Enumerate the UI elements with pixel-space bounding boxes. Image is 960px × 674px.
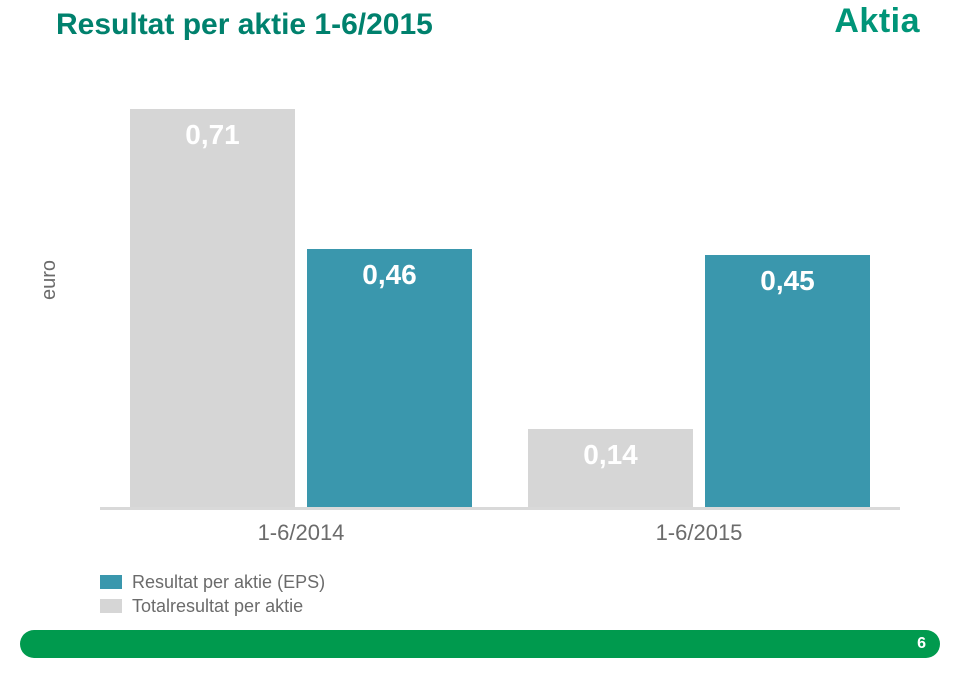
bar: 0,45 (705, 255, 870, 507)
legend-item: Totalresultat per aktie (100, 594, 325, 618)
brand-logo: Aktia (834, 2, 920, 41)
x-category-label: 1-6/2014 (231, 520, 371, 546)
legend-label: Resultat per aktie (EPS) (132, 570, 325, 594)
legend-swatch (100, 599, 122, 613)
legend-item: Resultat per aktie (EPS) (100, 570, 325, 594)
bar-value-label: 0,45 (705, 265, 870, 297)
chart-area: 0,71 0,46 0,14 0,45 (100, 90, 900, 510)
legend-label: Totalresultat per aktie (132, 594, 303, 618)
bar-value-label: 0,14 (528, 439, 693, 471)
legend: Resultat per aktie (EPS) Totalresultat p… (100, 570, 325, 618)
footer-bar (20, 630, 940, 658)
bar: 0,46 (307, 249, 472, 507)
chart-baseline (100, 507, 900, 510)
bar: 0,14 (528, 429, 693, 507)
bar-value-label: 0,46 (307, 259, 472, 291)
y-axis-label: euro (38, 260, 61, 300)
legend-swatch (100, 575, 122, 589)
page-number: 6 (917, 635, 926, 653)
x-category-label: 1-6/2015 (629, 520, 769, 546)
bar-value-label: 0,71 (130, 119, 295, 151)
bar: 0,71 (130, 109, 295, 507)
page-title: Resultat per aktie 1-6/2015 (56, 8, 433, 42)
